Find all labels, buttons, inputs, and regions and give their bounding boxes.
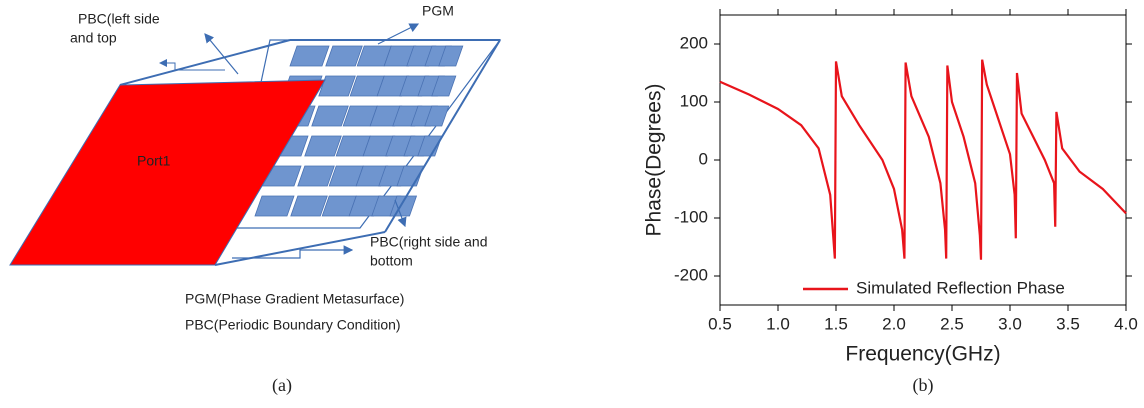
label: PBC(left side [78, 11, 160, 27]
x-tick-label: 3.5 [1056, 314, 1080, 333]
label: PBC(right side and [370, 234, 488, 250]
data-line [720, 60, 1126, 260]
y-tick-label: -100 [674, 207, 708, 226]
label: bottom [370, 253, 413, 269]
y-tick-label: -200 [674, 265, 708, 284]
x-tick-label: 1.0 [766, 314, 790, 333]
arrow [232, 250, 352, 258]
caption: (a) [272, 375, 292, 396]
y-tick-label: 0 [699, 149, 708, 168]
arrow [205, 34, 238, 74]
x-tick-label: 2.0 [882, 314, 906, 333]
diagram: PBC(left side and top PGM Port1 PBC(righ… [10, 3, 500, 396]
x-tick-label: 3.0 [998, 314, 1022, 333]
figure: PBC(left side and top PGM Port1 PBC(righ… [0, 0, 1144, 408]
caption: (b) [913, 375, 934, 396]
x-tick-label: 1.5 [824, 314, 848, 333]
y-axis-title: Phase(Degrees) [643, 84, 666, 237]
boundary-edge [215, 232, 385, 265]
chart: 0.5 1.0 1.5 2.0 2.5 3.0 3.5 4.0 -200 -100 0 100 200 F… [643, 9, 1138, 396]
note: PGM(Phase Gradient Metasurface) [185, 291, 404, 307]
note: PBC(Periodic Boundary Condition) [185, 317, 401, 333]
x-tick-label: 0.5 [708, 314, 732, 333]
x-tick-label: 4.0 [1114, 314, 1138, 333]
unit-cell [290, 46, 329, 66]
legend-label: Simulated Reflection Phase [856, 278, 1065, 297]
unit-cell [255, 196, 294, 216]
x-axis-title: Frequency(GHz) [845, 343, 1000, 366]
label: and top [70, 30, 117, 46]
y-tick-label: 100 [680, 91, 708, 110]
label: PGM [422, 3, 454, 19]
x-tick-label: 2.5 [940, 314, 964, 333]
label: Port1 [137, 153, 171, 169]
plot-frame [720, 15, 1126, 305]
y-tick-label: 200 [680, 33, 708, 52]
